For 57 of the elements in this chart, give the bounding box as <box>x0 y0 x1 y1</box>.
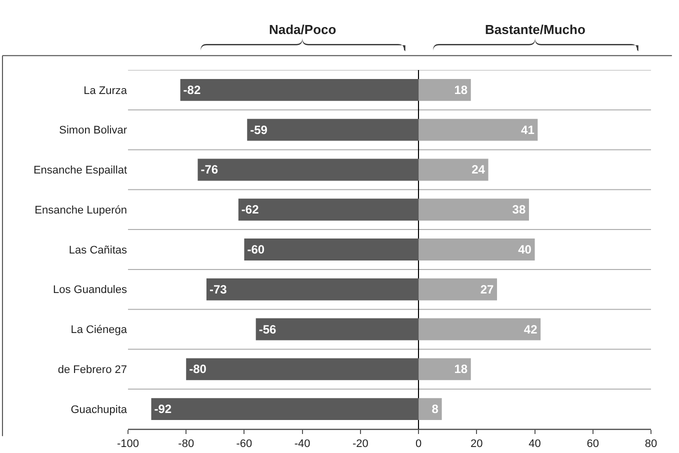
bar <box>206 278 419 300</box>
x-tick-label: -60 <box>236 438 252 450</box>
y-tick-label: Las Cañitas <box>68 244 128 256</box>
data-label: -80 <box>189 362 207 376</box>
data-label: -62 <box>241 202 260 217</box>
bar <box>244 238 419 260</box>
bar <box>151 398 419 420</box>
data-label: 8 <box>432 402 439 416</box>
bar <box>186 358 419 380</box>
data-label: 24 <box>472 162 486 177</box>
bar <box>418 358 471 380</box>
bar <box>418 238 535 260</box>
x-tick-label: 60 <box>586 438 600 450</box>
y-tick-label: Guachupita <box>70 404 128 416</box>
y-tick-label: Ensanche Luperón <box>34 204 127 216</box>
data-label: 40 <box>518 242 532 256</box>
bar <box>198 158 419 181</box>
data-label: 27 <box>480 282 494 296</box>
data-label: -82 <box>183 82 201 97</box>
bar <box>238 198 419 221</box>
data-label: 42 <box>524 322 538 336</box>
y-tick-label: Ensanche Espaillat <box>33 164 127 177</box>
data-label: -76 <box>200 162 218 177</box>
bar <box>418 318 541 340</box>
y-tick-label: Los Guandules <box>53 284 128 296</box>
y-tick-label: La Zurza <box>84 84 128 97</box>
data-label: -59 <box>250 122 268 137</box>
bar <box>418 78 471 101</box>
x-tick-label: 20 <box>470 438 483 450</box>
data-label: 18 <box>454 362 468 376</box>
bar <box>247 118 419 141</box>
bar <box>256 318 419 340</box>
x-tick-label: -20 <box>352 438 368 450</box>
data-label: -92 <box>154 402 172 416</box>
bar <box>418 398 442 420</box>
bar <box>418 198 529 221</box>
data-label: -56 <box>258 322 277 336</box>
bar <box>418 118 538 141</box>
data-label: 18 <box>454 82 468 97</box>
x-tick-label: -100 <box>116 438 140 450</box>
data-label: -60 <box>247 242 265 256</box>
text: Nada/Poco <box>269 22 336 37</box>
y-tick-label: La Ciénega <box>70 324 128 336</box>
y-tick-label: de Febrero 27 <box>58 364 127 376</box>
x-tick-label: 80 <box>644 438 658 450</box>
data-label: 38 <box>512 202 526 217</box>
x-tick-label: -80 <box>178 438 194 450</box>
data-label: 41 <box>521 122 535 137</box>
x-tick-label: 40 <box>528 438 541 450</box>
y-tick-label: Simon Bolivar <box>59 124 128 137</box>
bar <box>418 278 498 300</box>
text: Bastante/Mucho <box>485 22 586 37</box>
bar <box>418 158 488 181</box>
x-tick-label: -40 <box>294 438 310 450</box>
x-tick-label: 0 <box>415 438 422 450</box>
bar <box>180 78 419 101</box>
data-label: -73 <box>209 282 228 296</box>
